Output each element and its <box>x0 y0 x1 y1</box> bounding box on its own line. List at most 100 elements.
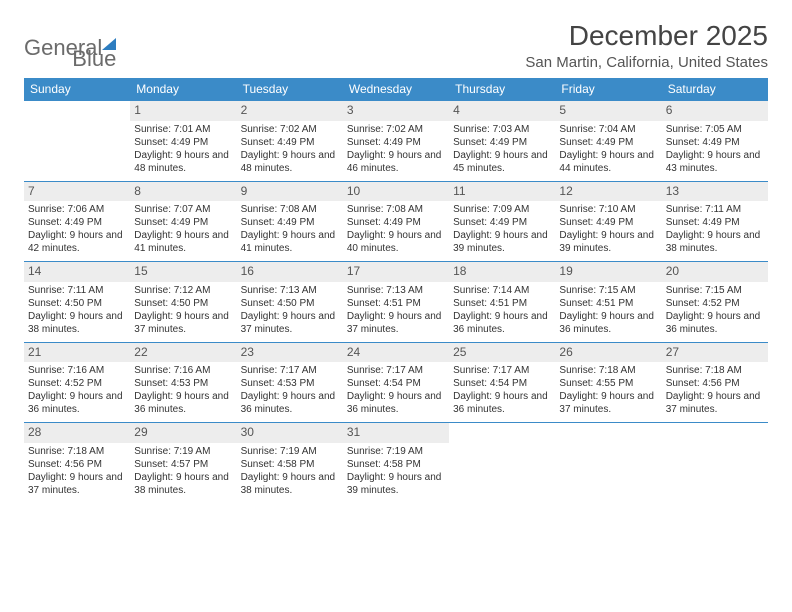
sunrise-line: Sunrise: 7:07 AM <box>134 203 232 216</box>
sunrise-line: Sunrise: 7:11 AM <box>28 284 126 297</box>
sunset-line: Sunset: 4:50 PM <box>241 297 339 310</box>
sunrise-line: Sunrise: 7:19 AM <box>347 445 445 458</box>
sunrise-line: Sunrise: 7:18 AM <box>666 364 764 377</box>
daylight-line: Daylight: 9 hours and 45 minutes. <box>453 149 551 175</box>
calendar-cell: 13Sunrise: 7:11 AMSunset: 4:49 PMDayligh… <box>662 181 768 262</box>
sunset-line: Sunset: 4:49 PM <box>28 216 126 229</box>
daylight-line: Daylight: 9 hours and 36 minutes. <box>241 390 339 416</box>
sunset-line: Sunset: 4:57 PM <box>134 458 232 471</box>
sunrise-line: Sunrise: 7:19 AM <box>241 445 339 458</box>
weekday-header-row: SundayMondayTuesdayWednesdayThursdayFrid… <box>24 78 768 101</box>
calendar-cell: 29Sunrise: 7:19 AMSunset: 4:57 PMDayligh… <box>130 423 236 503</box>
daylight-line: Daylight: 9 hours and 40 minutes. <box>347 229 445 255</box>
daylight-line: Daylight: 9 hours and 43 minutes. <box>666 149 764 175</box>
calendar-cell <box>555 423 661 503</box>
logo-word2: Blue <box>72 46 116 72</box>
sunrise-line: Sunrise: 7:19 AM <box>134 445 232 458</box>
day-number: 8 <box>130 182 236 202</box>
sunrise-line: Sunrise: 7:16 AM <box>134 364 232 377</box>
day-number: 29 <box>130 423 236 443</box>
day-number: 15 <box>130 262 236 282</box>
calendar-cell: 19Sunrise: 7:15 AMSunset: 4:51 PMDayligh… <box>555 262 661 343</box>
day-number: 7 <box>24 182 130 202</box>
sunrise-line: Sunrise: 7:18 AM <box>28 445 126 458</box>
sunrise-line: Sunrise: 7:13 AM <box>241 284 339 297</box>
day-number: 27 <box>662 343 768 363</box>
sunrise-line: Sunrise: 7:05 AM <box>666 123 764 136</box>
sunrise-line: Sunrise: 7:17 AM <box>241 364 339 377</box>
calendar-cell: 6Sunrise: 7:05 AMSunset: 4:49 PMDaylight… <box>662 101 768 182</box>
sunset-line: Sunset: 4:49 PM <box>666 216 764 229</box>
calendar-cell: 15 Sunrise: 7:12 AMSunset: 4:50 PMDayligh… <box>130 262 236 343</box>
calendar-row: 28Sunrise: 7:18 AMSunset: 4:56 PMDayligh… <box>24 423 768 503</box>
daylight-line: Daylight: 9 hours and 36 minutes. <box>559 310 657 336</box>
calendar-cell: 11Sunrise: 7:09 AMSunset: 4:49 PMDayligh… <box>449 181 555 262</box>
sunrise-line: Sunrise: 7:09 AM <box>453 203 551 216</box>
calendar-cell: 31Sunrise: 7:19 AMSunset: 4:58 PMDayligh… <box>343 423 449 503</box>
calendar-cell <box>449 423 555 503</box>
calendar-cell: 1Sunrise: 7:01 AMSunset: 4:49 PMDaylight… <box>130 101 236 182</box>
logo: General Blue <box>24 24 116 72</box>
daylight-line: Daylight: 9 hours and 37 minutes. <box>241 310 339 336</box>
sunset-line: Sunset: 4:56 PM <box>28 458 126 471</box>
day-number: 30 <box>237 423 343 443</box>
day-number: 28 <box>24 423 130 443</box>
sunrise-line: Sunrise: 7:08 AM <box>347 203 445 216</box>
sunset-line: Sunset: 4:50 PM <box>28 297 126 310</box>
sunrise-line: Sunrise: 7:02 AM <box>347 123 445 136</box>
daylight-line: Daylight: 9 hours and 37 minutes. <box>347 310 445 336</box>
calendar-row: 1Sunrise: 7:01 AMSunset: 4:49 PMDaylight… <box>24 101 768 182</box>
sunset-line: Sunset: 4:54 PM <box>347 377 445 390</box>
calendar-cell: 17Sunrise: 7:13 AMSunset: 4:51 PMDayligh… <box>343 262 449 343</box>
daylight-line: Daylight: 9 hours and 48 minutes. <box>134 149 232 175</box>
sunset-line: Sunset: 4:49 PM <box>453 216 551 229</box>
sunset-line: Sunset: 4:49 PM <box>347 136 445 149</box>
weekday-header: Wednesday <box>343 78 449 101</box>
day-number: 18 <box>449 262 555 282</box>
title-block: December 2025 San Martin, California, Un… <box>525 20 768 71</box>
calendar-cell: 20Sunrise: 7:15 AMSunset: 4:52 PMDayligh… <box>662 262 768 343</box>
calendar-cell: 9Sunrise: 7:08 AMSunset: 4:49 PMDaylight… <box>237 181 343 262</box>
calendar-cell <box>24 101 130 182</box>
day-number: 1 <box>130 101 236 121</box>
day-number: 31 <box>343 423 449 443</box>
daylight-line: Daylight: 9 hours and 36 minutes. <box>347 390 445 416</box>
sunrise-line: Sunrise: 7:15 AM <box>666 284 764 297</box>
sunrise-line: Sunrise: 7:10 AM <box>559 203 657 216</box>
daylight-line: Daylight: 9 hours and 37 minutes. <box>134 310 232 336</box>
sunset-line: Sunset: 4:49 PM <box>347 216 445 229</box>
daylight-line: Daylight: 9 hours and 37 minutes. <box>559 390 657 416</box>
sunrise-line: Sunrise: 7:14 AM <box>453 284 551 297</box>
sunrise-line: Sunrise: 7:08 AM <box>241 203 339 216</box>
daylight-line: Daylight: 9 hours and 46 minutes. <box>347 149 445 175</box>
daylight-line: Daylight: 9 hours and 38 minutes. <box>28 310 126 336</box>
sunset-line: Sunset: 4:51 PM <box>453 297 551 310</box>
day-number: 14 <box>24 262 130 282</box>
daylight-line: Daylight: 9 hours and 39 minutes. <box>347 471 445 497</box>
daylight-line: Daylight: 9 hours and 41 minutes. <box>134 229 232 255</box>
sunset-line: Sunset: 4:56 PM <box>666 377 764 390</box>
sunrise-line: Sunrise: 7:12 AM <box>134 284 232 297</box>
daylight-line: Daylight: 9 hours and 38 minutes. <box>241 471 339 497</box>
day-number: 24 <box>343 343 449 363</box>
calendar-cell <box>662 423 768 503</box>
sunset-line: Sunset: 4:49 PM <box>241 216 339 229</box>
calendar-row: 14Sunrise: 7:11 AMSunset: 4:50 PMDayligh… <box>24 262 768 343</box>
calendar-cell: 18Sunrise: 7:14 AMSunset: 4:51 PMDayligh… <box>449 262 555 343</box>
sunset-line: Sunset: 4:50 PM <box>134 297 232 310</box>
sunset-line: Sunset: 4:49 PM <box>134 136 232 149</box>
weekday-header: Monday <box>130 78 236 101</box>
sunrise-line: Sunrise: 7:11 AM <box>666 203 764 216</box>
calendar-cell: 12Sunrise: 7:10 AMSunset: 4:49 PMDayligh… <box>555 181 661 262</box>
daylight-line: Daylight: 9 hours and 37 minutes. <box>28 471 126 497</box>
day-number: 5 <box>555 101 661 121</box>
weekday-header: Friday <box>555 78 661 101</box>
calendar-cell: 23Sunrise: 7:17 AMSunset: 4:53 PMDayligh… <box>237 342 343 423</box>
daylight-line: Daylight: 9 hours and 39 minutes. <box>559 229 657 255</box>
daylight-line: Daylight: 9 hours and 36 minutes. <box>453 390 551 416</box>
daylight-line: Daylight: 9 hours and 37 minutes. <box>666 390 764 416</box>
daylight-line: Daylight: 9 hours and 44 minutes. <box>559 149 657 175</box>
day-number: 20 <box>662 262 768 282</box>
calendar-cell: 16Sunrise: 7:13 AMSunset: 4:50 PMDayligh… <box>237 262 343 343</box>
day-number: 4 <box>449 101 555 121</box>
